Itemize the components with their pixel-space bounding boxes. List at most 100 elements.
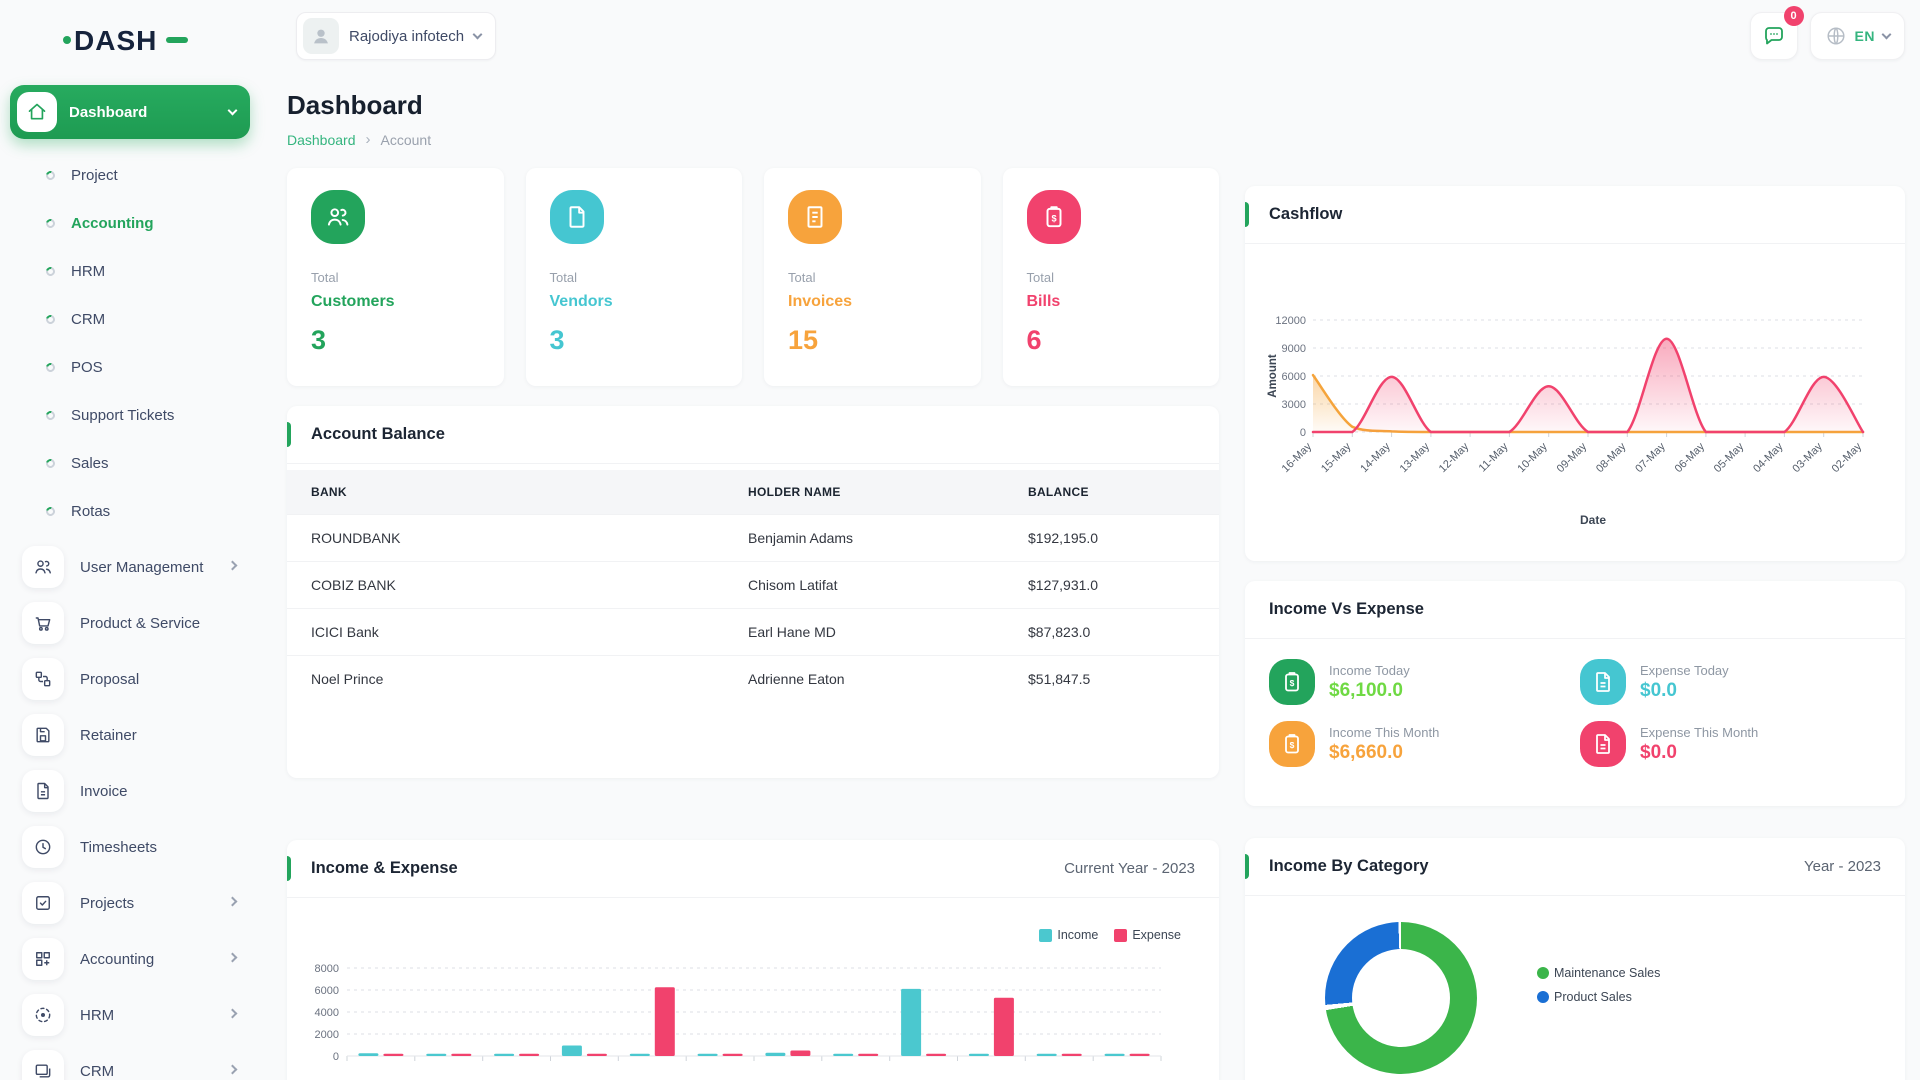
table-row: ICICI Bank Earl Hane MD $87,823.0 xyxy=(287,608,1219,656)
svg-text:0: 0 xyxy=(333,1051,339,1063)
sidebar-item-crm-section[interactable]: CRM xyxy=(10,1043,250,1080)
account-balance-table: BANK HOLDER NAME BALANCE ROUNDBANK Benja… xyxy=(287,470,1219,702)
chevron-right-icon xyxy=(227,560,238,571)
cashflow-title: Cashflow xyxy=(1269,205,1343,223)
check-square-icon xyxy=(22,882,64,924)
svg-text:3000: 3000 xyxy=(1282,399,1306,411)
sidebar-item-support-tickets[interactable]: Support Tickets xyxy=(10,391,250,439)
legend-income[interactable]: Income xyxy=(1039,928,1098,942)
svg-text:9000: 9000 xyxy=(1282,343,1306,355)
sidebar-item-project[interactable]: Project xyxy=(10,151,250,199)
dash-logo-icon: DASH xyxy=(63,25,188,56)
file-icon xyxy=(22,770,64,812)
sidebar-item-rotas[interactable]: Rotas xyxy=(10,487,250,535)
bullet-icon xyxy=(44,168,57,182)
sidebar-item-invoice[interactable]: Invoice xyxy=(10,763,250,819)
total-bills-card: $ Total Bills 6 xyxy=(1002,168,1219,386)
product-sales-dot-icon xyxy=(1537,991,1549,1003)
column-bank: BANK xyxy=(287,470,724,515)
svg-text:10-May: 10-May xyxy=(1515,440,1550,475)
user-menu[interactable]: Rajodiya infotech xyxy=(296,12,497,60)
language-selector[interactable]: EN xyxy=(1809,12,1905,60)
chevron-right-icon xyxy=(227,952,238,963)
income-expense-bar-chart: 0 2000 4000 6000 8000 xyxy=(297,956,1195,1079)
sidebar-item-sales[interactable]: Sales xyxy=(10,439,250,487)
svg-text:07-May: 07-May xyxy=(1633,440,1668,475)
chat-icon xyxy=(1764,27,1783,45)
income-vs-expense-grid: $ Income Today $6,100.0 Expense Today $0.0… xyxy=(1245,639,1905,787)
sidebar-item-product-service[interactable]: Product & Service xyxy=(10,595,250,651)
bullet-icon xyxy=(44,312,57,326)
svg-text:Amount: Amount xyxy=(1267,354,1279,398)
sidebar-item-proposal[interactable]: Proposal xyxy=(10,651,250,707)
avatar xyxy=(303,18,339,54)
income-this-month-item: $ Income This Month $6,660.0 xyxy=(1269,721,1570,767)
legend-product-sales[interactable]: Product Sales xyxy=(1537,990,1660,1004)
sidebar-item-retainer[interactable]: Retainer xyxy=(10,707,250,763)
account-balance-panel: Account Balance BANK HOLDER NAME BALANCE xyxy=(287,406,1219,778)
svg-text:05-May: 05-May xyxy=(1712,440,1747,475)
column-holder: HOLDER NAME xyxy=(724,470,1004,515)
sidebar-item-projects[interactable]: Projects xyxy=(10,875,250,931)
legend-expense[interactable]: Expense xyxy=(1114,928,1181,942)
bullet-icon xyxy=(44,216,57,230)
income-expense-title: Income & Expense xyxy=(311,859,458,877)
sidebar-item-user-management[interactable]: User Management xyxy=(10,539,250,595)
svg-text:2000: 2000 xyxy=(315,1029,339,1041)
svg-text:6000: 6000 xyxy=(1282,371,1306,383)
income-by-category-period: Year - 2023 xyxy=(1803,858,1881,875)
cashflow-area-chart: 0 3000 6000 9000 12000 16-May 15-May 14-May 13-M… xyxy=(1265,284,1885,511)
income-vs-expense-panel: Income Vs Expense $ Income Today $6,100.0… xyxy=(1245,581,1905,806)
income-expense-panel: Income & Expense Current Year - 2023 Inc… xyxy=(287,840,1219,1080)
maintenance-sales-dot-icon xyxy=(1537,967,1549,979)
sidebar-item-dashboard[interactable]: Dashboard xyxy=(10,85,250,139)
brand-logo[interactable]: DASH xyxy=(62,20,250,65)
sidebar-item-label: Dashboard xyxy=(69,103,148,121)
topbar: Rajodiya infotech 0 EN xyxy=(260,0,1920,72)
svg-text:16-May: 16-May xyxy=(1280,440,1315,475)
sidebar-item-accounting[interactable]: Accounting xyxy=(10,199,250,247)
expense-swatch-icon xyxy=(1114,928,1128,942)
svg-text:11-May: 11-May xyxy=(1477,440,1511,474)
document-icon xyxy=(1580,721,1626,767)
svg-text:09-May: 09-May xyxy=(1555,440,1590,475)
svg-text:$: $ xyxy=(1290,740,1295,750)
sidebar: DASH Dashboard Project Accounting HRM CR… xyxy=(0,0,260,1080)
svg-text:15-May: 15-May xyxy=(1319,440,1354,475)
sidebar-item-accounting-section[interactable]: Accounting xyxy=(10,931,250,987)
save-icon xyxy=(22,714,64,756)
sidebar-item-hrm[interactable]: HRM xyxy=(10,247,250,295)
total-vendors-card: Total Vendors 3 xyxy=(525,168,742,386)
page-title: Dashboard xyxy=(287,90,423,120)
workflow-icon xyxy=(22,658,64,700)
sidebar-item-pos[interactable]: POS xyxy=(10,343,250,391)
chevron-right-icon xyxy=(227,1064,238,1075)
svg-text:12-May: 12-May xyxy=(1437,440,1472,475)
svg-text:06-May: 06-May xyxy=(1673,440,1708,475)
chevron-right-icon xyxy=(227,896,238,907)
income-by-category-panel: Income By Category Year - 2023 Maintenan… xyxy=(1245,838,1905,1080)
breadcrumb-dashboard-link[interactable]: Dashboard xyxy=(287,131,356,148)
sidebar-item-hrm-section[interactable]: HRM xyxy=(10,987,250,1043)
sidebar-sections: User Management Product & Service Propos… xyxy=(10,539,250,1080)
bullet-icon xyxy=(44,360,57,374)
sidebar-item-timesheets[interactable]: Timesheets xyxy=(10,819,250,875)
total-invoices-card: Total Invoices 15 xyxy=(764,168,981,386)
svg-text:13-May: 13-May xyxy=(1398,440,1433,475)
legend-maintenance-sales[interactable]: Maintenance Sales xyxy=(1537,966,1660,980)
sidebar-item-crm[interactable]: CRM xyxy=(10,295,250,343)
bullet-icon xyxy=(44,408,57,422)
income-vs-expense-title: Income Vs Expense xyxy=(1269,600,1424,618)
svg-text:14-May: 14-May xyxy=(1358,440,1393,475)
main-content: Dashboard Dashboard › Account Total Cust… xyxy=(260,72,1920,1080)
svg-text:6000: 6000 xyxy=(315,985,339,997)
bullet-icon xyxy=(44,456,57,470)
chevron-down-icon xyxy=(472,29,483,40)
dashboard-submenu: Project Accounting HRM CRM POS Support T… xyxy=(10,151,250,535)
total-customers-card: Total Customers 3 xyxy=(287,168,504,386)
home-icon xyxy=(17,92,57,132)
messages-button[interactable]: 0 xyxy=(1749,6,1804,60)
svg-text:02-May: 02-May xyxy=(1830,440,1865,475)
notification-badge: 0 xyxy=(1783,6,1804,26)
